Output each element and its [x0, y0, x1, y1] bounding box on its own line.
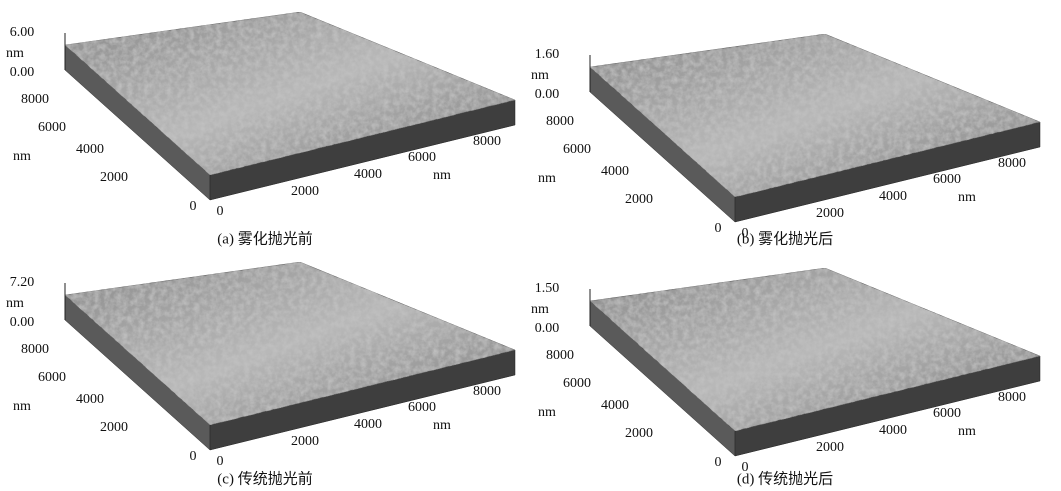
x-unit: nm	[433, 418, 451, 433]
x-tick-label: 0	[217, 204, 224, 219]
surface	[590, 268, 1040, 431]
y-tick-label: 8000	[546, 114, 574, 129]
y-unit: nm	[13, 399, 31, 414]
x-tick-label: 4000	[354, 167, 382, 182]
caption: (a) 雾化抛光前	[217, 230, 312, 247]
y-tick-label: 6000	[563, 142, 591, 157]
z-tick-label: 6.00	[10, 25, 35, 40]
y-unit: nm	[13, 149, 31, 164]
y-tick-label: 0	[715, 221, 722, 236]
y-unit: nm	[538, 171, 556, 186]
y-tick-label: 2000	[625, 426, 653, 441]
y-unit: nm	[538, 405, 556, 420]
y-tick-label: 2000	[625, 192, 653, 207]
x-tick-label: 2000	[291, 434, 319, 449]
y-tick-label: 6000	[563, 376, 591, 391]
x-tick-label: 8000	[473, 384, 501, 399]
y-tick-label: 0	[715, 455, 722, 470]
x-tick-label: 0	[217, 454, 224, 469]
x-unit: nm	[433, 168, 451, 183]
z-tick-label: 0.00	[535, 321, 560, 336]
y-tick-label: 8000	[21, 342, 49, 357]
x-tick-label: 6000	[933, 406, 961, 421]
x-tick-label: 2000	[291, 184, 319, 199]
z-unit: nm	[6, 46, 24, 61]
y-tick-label: 2000	[100, 420, 128, 435]
x-unit: nm	[958, 424, 976, 439]
x-tick-label: 2000	[816, 440, 844, 455]
caption: (c) 传统抛光前	[217, 470, 312, 487]
z-unit: nm	[6, 296, 24, 311]
y-tick-label: 4000	[76, 142, 104, 157]
x-tick-label: 2000	[816, 206, 844, 221]
y-tick-label: 2000	[100, 170, 128, 185]
y-tick-label: 0	[190, 449, 197, 464]
z-tick-label: 1.50	[535, 281, 560, 296]
x-tick-label: 8000	[998, 390, 1026, 405]
caption: (d) 传统抛光后	[737, 470, 833, 487]
y-tick-label: 4000	[76, 392, 104, 407]
y-tick-label: 0	[190, 199, 197, 214]
x-tick-label: 6000	[933, 172, 961, 187]
z-tick-label: 0.00	[10, 65, 35, 80]
y-tick-label: 6000	[38, 120, 66, 135]
z-tick-label: 0.00	[10, 315, 35, 330]
surface	[65, 262, 515, 425]
x-tick-label: 6000	[408, 150, 436, 165]
z-tick-label: 0.00	[535, 87, 560, 102]
y-tick-label: 6000	[38, 370, 66, 385]
y-tick-label: 4000	[601, 398, 629, 413]
y-tick-label: 4000	[601, 164, 629, 179]
y-tick-label: 8000	[21, 92, 49, 107]
x-tick-label: 4000	[879, 189, 907, 204]
surface	[590, 34, 1040, 197]
x-tick-label: 6000	[408, 400, 436, 415]
x-tick-label: 8000	[998, 156, 1026, 171]
x-unit: nm	[958, 190, 976, 205]
caption: (b) 雾化抛光后	[737, 230, 833, 247]
x-tick-label: 4000	[879, 423, 907, 438]
z-tick-label: 7.20	[10, 275, 35, 290]
surface	[65, 12, 515, 175]
x-tick-label: 8000	[473, 134, 501, 149]
x-tick-label: 4000	[354, 417, 382, 432]
z-unit: nm	[531, 302, 549, 317]
z-tick-label: 1.60	[535, 47, 560, 62]
y-tick-label: 8000	[546, 348, 574, 363]
z-unit: nm	[531, 68, 549, 83]
figure: 6.00 nm 0.00 8000 6000 4000 2000 0 nm 0 2000 4000 60…	[0, 0, 1061, 491]
